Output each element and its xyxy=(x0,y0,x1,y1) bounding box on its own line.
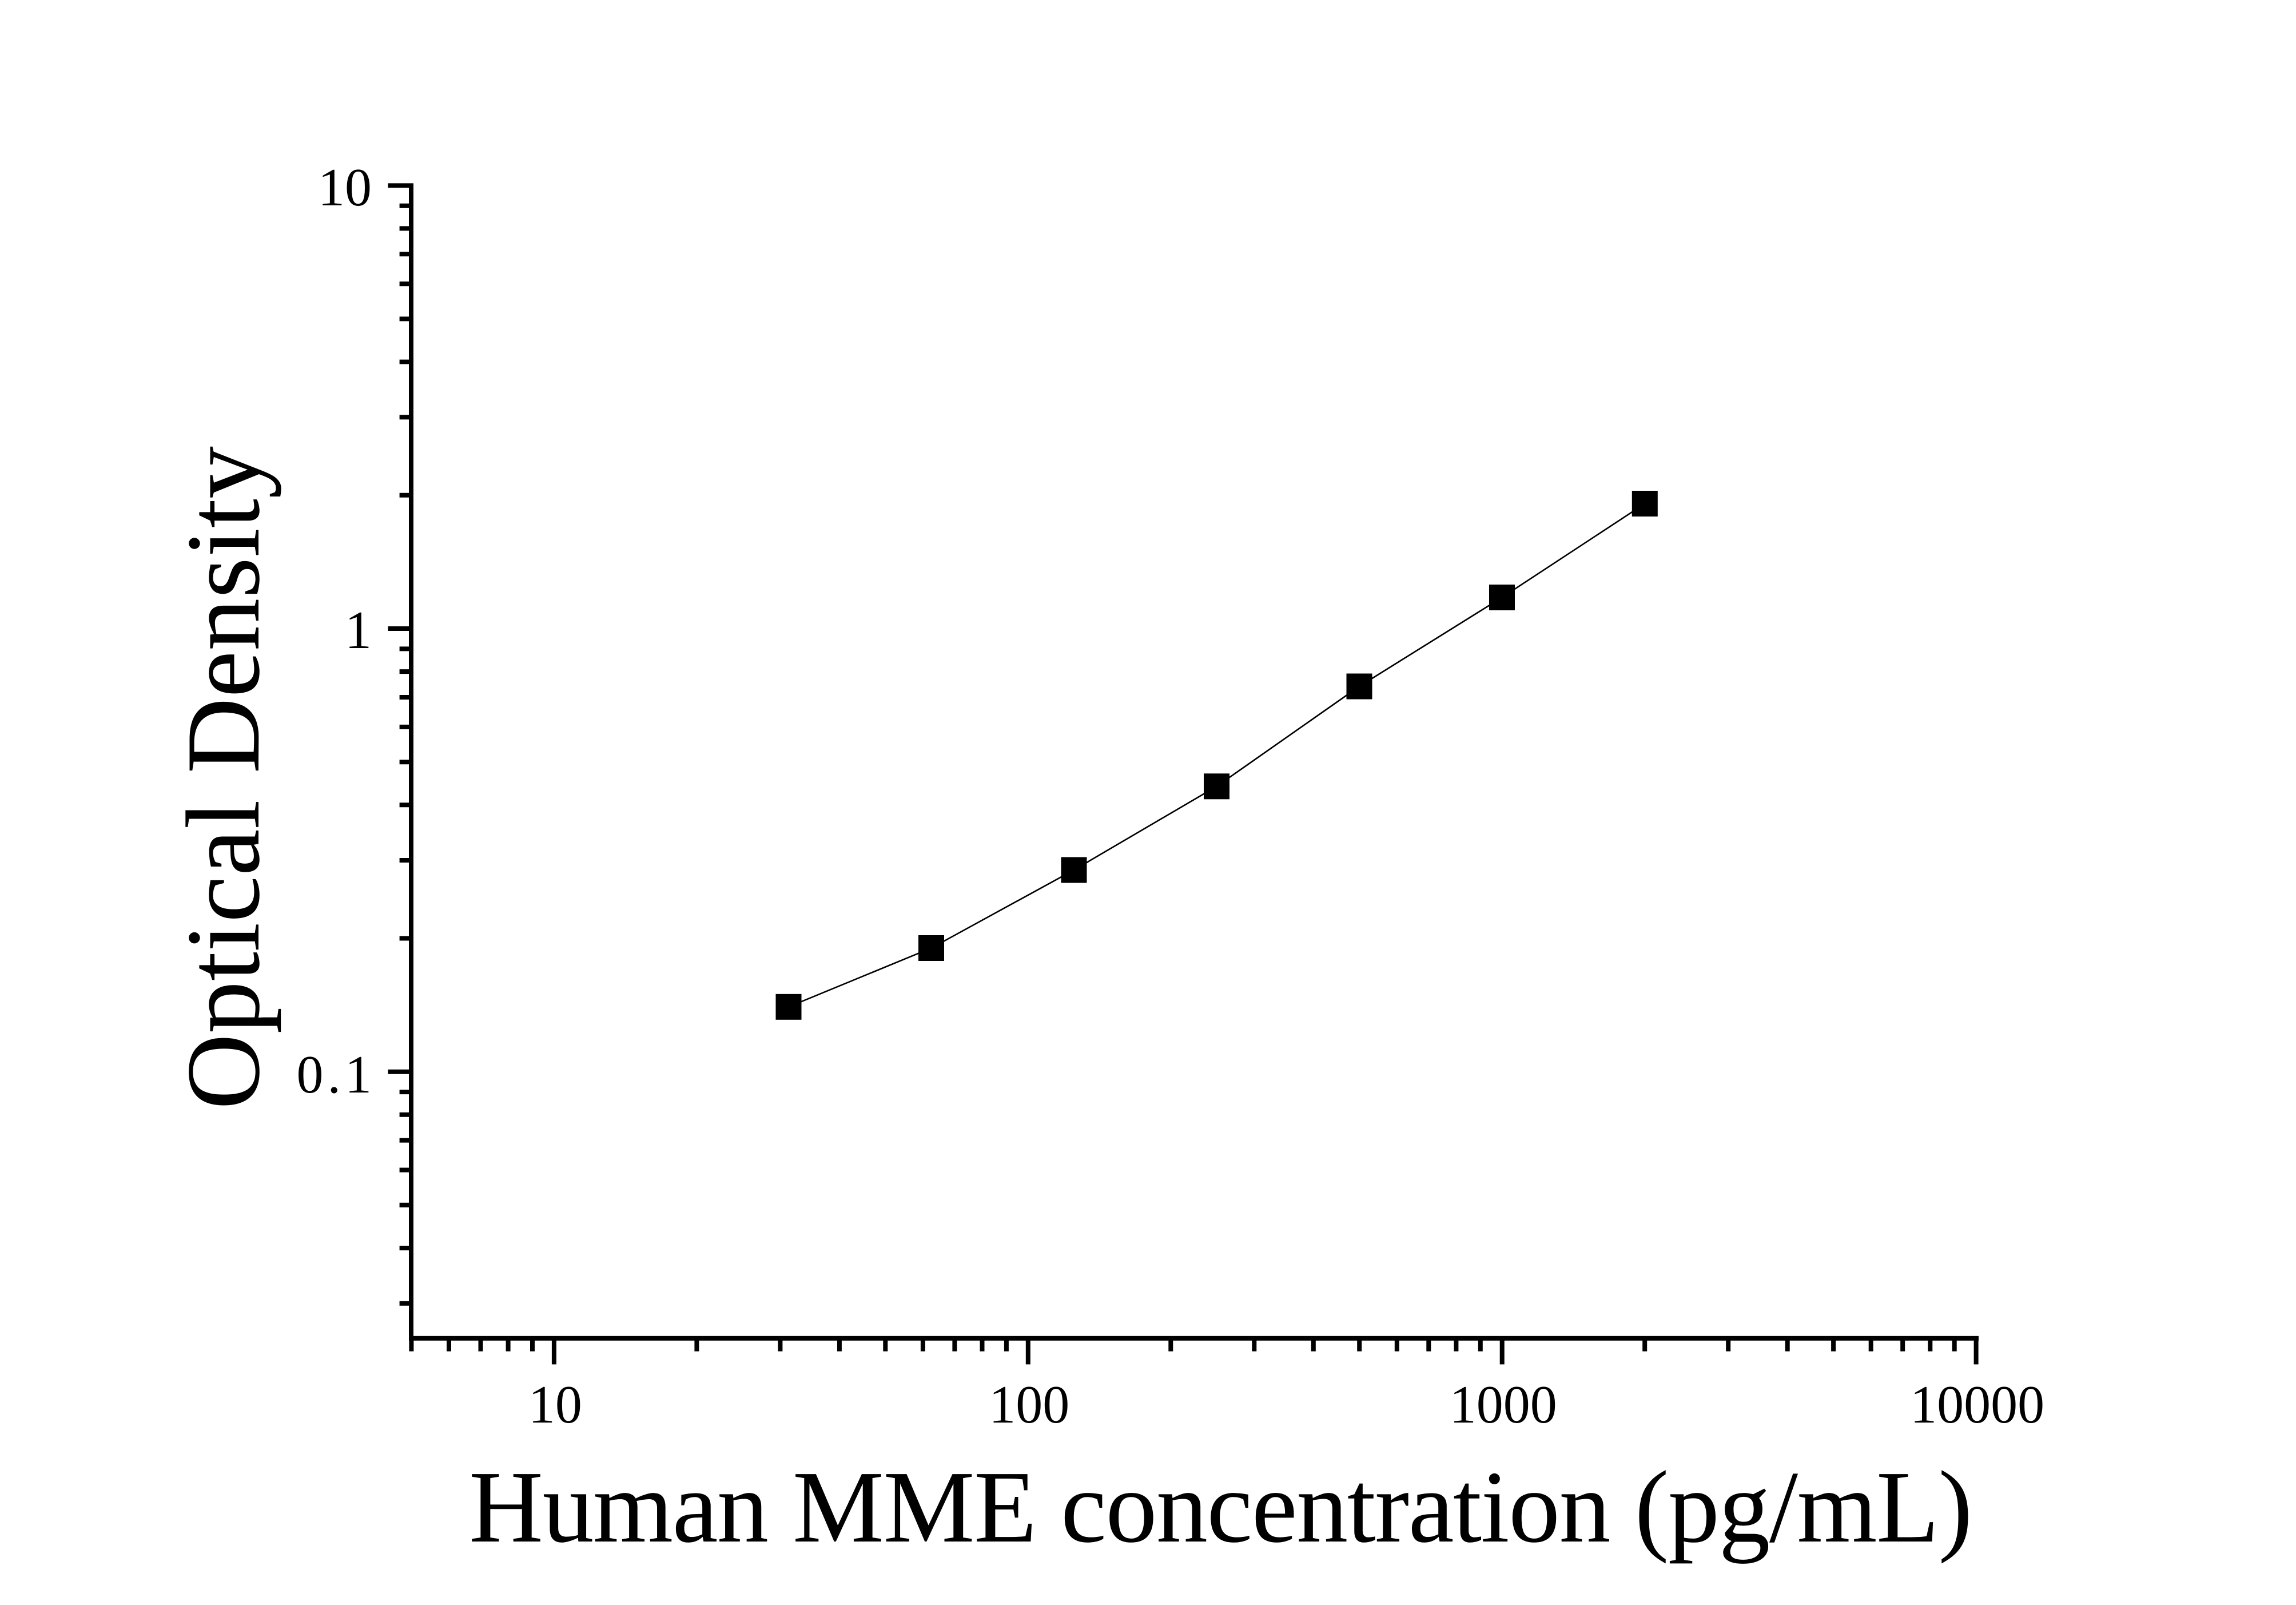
svg-text:1: 1 xyxy=(345,601,372,660)
svg-text:100: 100 xyxy=(989,1375,1069,1435)
svg-text:10000: 10000 xyxy=(1910,1375,2044,1435)
svg-text:Optical Density: Optical Density xyxy=(165,446,281,1110)
svg-text:1000: 1000 xyxy=(1450,1375,1557,1435)
svg-text:Human MME concentration (pg/mL: Human MME concentration (pg/mL) xyxy=(469,1450,1972,1564)
svg-text:10: 10 xyxy=(528,1375,582,1435)
svg-text:0.1: 0.1 xyxy=(297,1045,376,1105)
svg-text:10: 10 xyxy=(318,158,372,217)
